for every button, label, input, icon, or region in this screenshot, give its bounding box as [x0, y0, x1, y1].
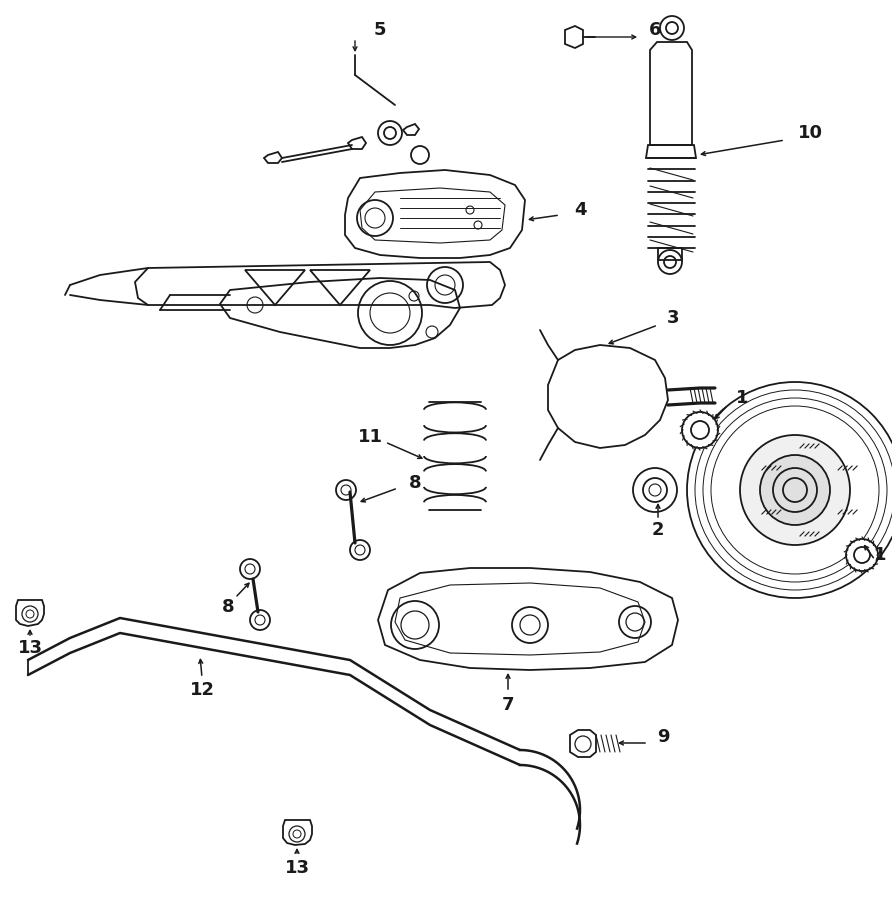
Text: 9: 9: [657, 728, 669, 746]
Text: 8: 8: [409, 474, 421, 492]
Circle shape: [350, 540, 370, 560]
Text: 5: 5: [374, 21, 386, 39]
Circle shape: [240, 559, 260, 579]
Text: 3: 3: [666, 309, 679, 327]
Text: 6: 6: [648, 21, 661, 39]
Text: 1: 1: [874, 546, 887, 564]
Text: 10: 10: [797, 124, 822, 142]
Text: 4: 4: [574, 201, 586, 219]
Text: 13: 13: [18, 639, 43, 657]
Circle shape: [658, 250, 682, 274]
Text: 13: 13: [285, 859, 310, 877]
Text: 12: 12: [189, 681, 214, 699]
Circle shape: [250, 610, 270, 630]
Circle shape: [411, 146, 429, 164]
Circle shape: [740, 435, 850, 545]
Text: 7: 7: [501, 696, 515, 714]
Circle shape: [846, 539, 878, 571]
Circle shape: [682, 412, 718, 448]
Circle shape: [660, 16, 684, 40]
Text: 2: 2: [652, 521, 665, 539]
Circle shape: [760, 455, 830, 525]
Text: 8: 8: [222, 598, 235, 616]
Circle shape: [633, 468, 677, 512]
Text: 11: 11: [358, 428, 383, 446]
Circle shape: [378, 121, 402, 145]
Text: 1: 1: [736, 389, 748, 407]
Circle shape: [336, 480, 356, 500]
